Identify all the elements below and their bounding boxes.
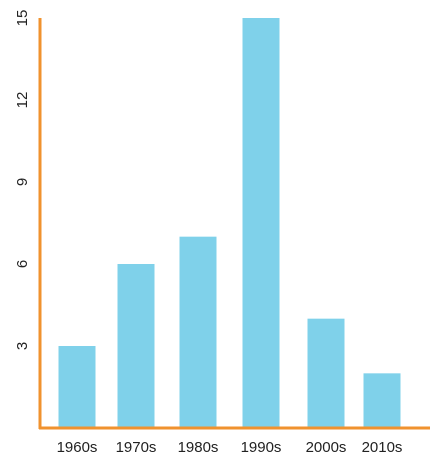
y-tick-labels: 3 6 9 12 15 [14,10,31,351]
x-tick-label: 1990s [241,439,282,456]
x-tick-label: 1960s [57,439,98,456]
y-tick-label: 3 [14,342,31,350]
bar-1990s [242,18,280,428]
y-tick-label: 15 [14,10,31,27]
y-tick-label: 6 [14,260,31,268]
x-tick-label: 2010s [362,439,403,456]
y-tick-label: 9 [14,178,31,186]
y-tick-label: 12 [14,92,31,109]
bar-2010s [363,373,401,428]
bar-1970s [117,264,155,428]
bar-1980s [179,236,217,428]
bar-1960s [58,346,96,428]
x-tick-labels: 1960s 1970s 1980s 1990s 2000s 2010s [57,439,403,456]
bars-group [58,18,401,428]
x-tick-label: 2000s [306,439,347,456]
bar-2000s [307,318,345,428]
x-tick-label: 1970s [116,439,157,456]
x-tick-label: 1980s [178,439,219,456]
